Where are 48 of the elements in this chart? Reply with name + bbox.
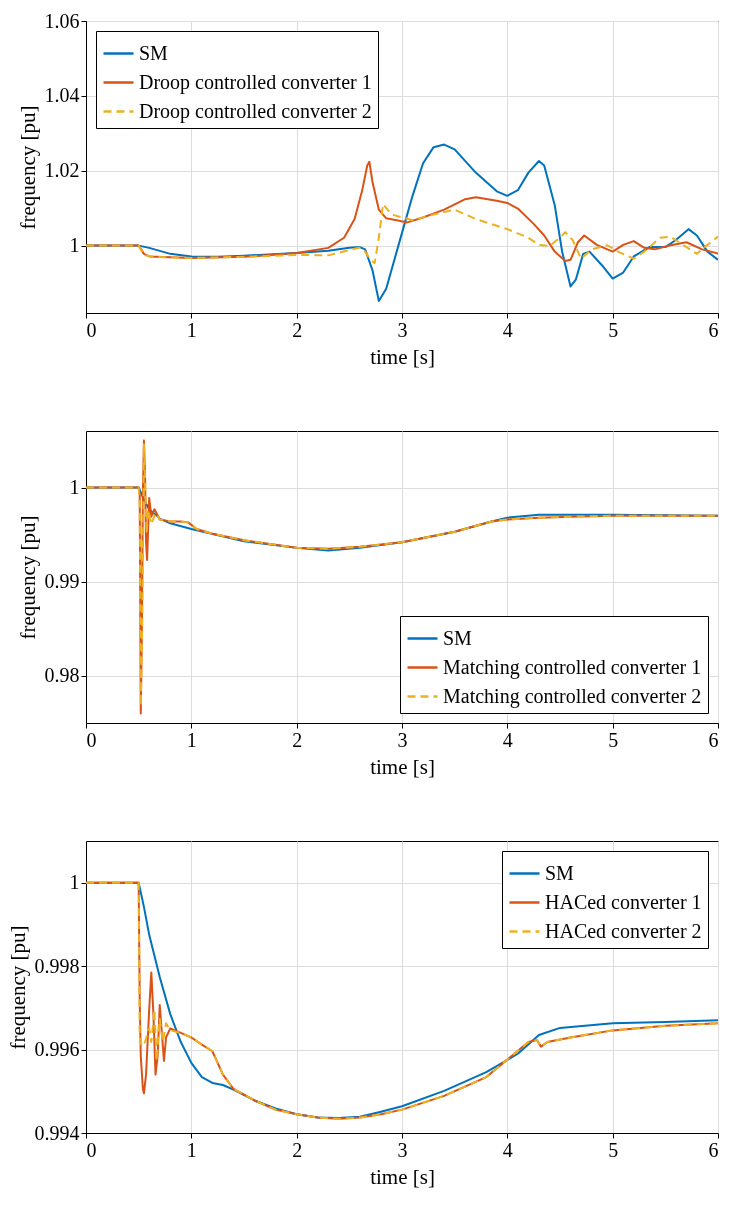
x-tick-label: 5 xyxy=(608,728,619,751)
y-tick-label: 1.02 xyxy=(44,159,80,182)
x-tick-label: 2 xyxy=(292,1138,303,1161)
x-axis-title: time [s] xyxy=(370,1164,435,1189)
x-axis-title: time [s] xyxy=(370,344,435,369)
y-tick-label: 1.06 xyxy=(44,9,80,32)
x-tick-label: 4 xyxy=(502,1138,513,1161)
x-tick-label: 5 xyxy=(608,318,619,341)
y-tick-label: 0.98 xyxy=(44,664,80,687)
x-tick-label: 0 xyxy=(86,1138,97,1161)
x-axis-title: time [s] xyxy=(370,754,435,779)
y-tick-label: 1.04 xyxy=(44,84,80,107)
y-tick-label: 0.998 xyxy=(34,954,80,977)
y-axis-title: frequency [pu] xyxy=(15,105,40,230)
y-axis-title: frequency [pu] xyxy=(5,925,30,1050)
x-tick-label: 6 xyxy=(708,728,719,751)
legend-label: Droop controlled converter 1 xyxy=(139,70,372,94)
legend-label: Matching controlled converter 1 xyxy=(443,655,702,679)
x-tick-label: 1 xyxy=(186,318,197,341)
y-tick-label: 0.99 xyxy=(44,570,80,593)
legend-label: HACed converter 1 xyxy=(545,890,702,913)
x-tick-label: 6 xyxy=(708,1138,719,1161)
y-axis-title: frequency [pu] xyxy=(15,515,40,640)
x-tick-label: 3 xyxy=(397,1138,408,1161)
legend-label: SM xyxy=(443,626,473,649)
legend-label: Matching controlled converter 2 xyxy=(443,684,702,708)
line-series xyxy=(86,203,718,265)
x-tick-label: 3 xyxy=(397,728,408,751)
x-tick-label: 6 xyxy=(708,318,719,341)
legend-label: SM xyxy=(139,41,169,64)
y-tick-label: 1 xyxy=(69,476,80,499)
y-tick-label: 0.996 xyxy=(34,1038,80,1061)
x-tick-label: 1 xyxy=(186,728,197,751)
y-tick-label: 1 xyxy=(69,871,80,894)
x-tick-label: 3 xyxy=(397,318,408,341)
x-tick-label: 4 xyxy=(502,318,513,341)
x-tick-label: 0 xyxy=(86,728,97,751)
legend-label: SM xyxy=(545,861,575,884)
x-tick-label: 2 xyxy=(292,318,303,341)
y-tick-label: 1 xyxy=(69,234,80,257)
legend-label: HACed converter 2 xyxy=(545,919,702,942)
x-tick-label: 4 xyxy=(502,728,513,751)
legend-label: Droop controlled converter 2 xyxy=(139,99,372,123)
x-tick-label: 1 xyxy=(186,1138,197,1161)
y-tick-label: 0.994 xyxy=(34,1121,80,1144)
x-tick-label: 0 xyxy=(86,318,97,341)
x-tick-label: 2 xyxy=(292,728,303,751)
x-tick-label: 5 xyxy=(608,1138,619,1161)
